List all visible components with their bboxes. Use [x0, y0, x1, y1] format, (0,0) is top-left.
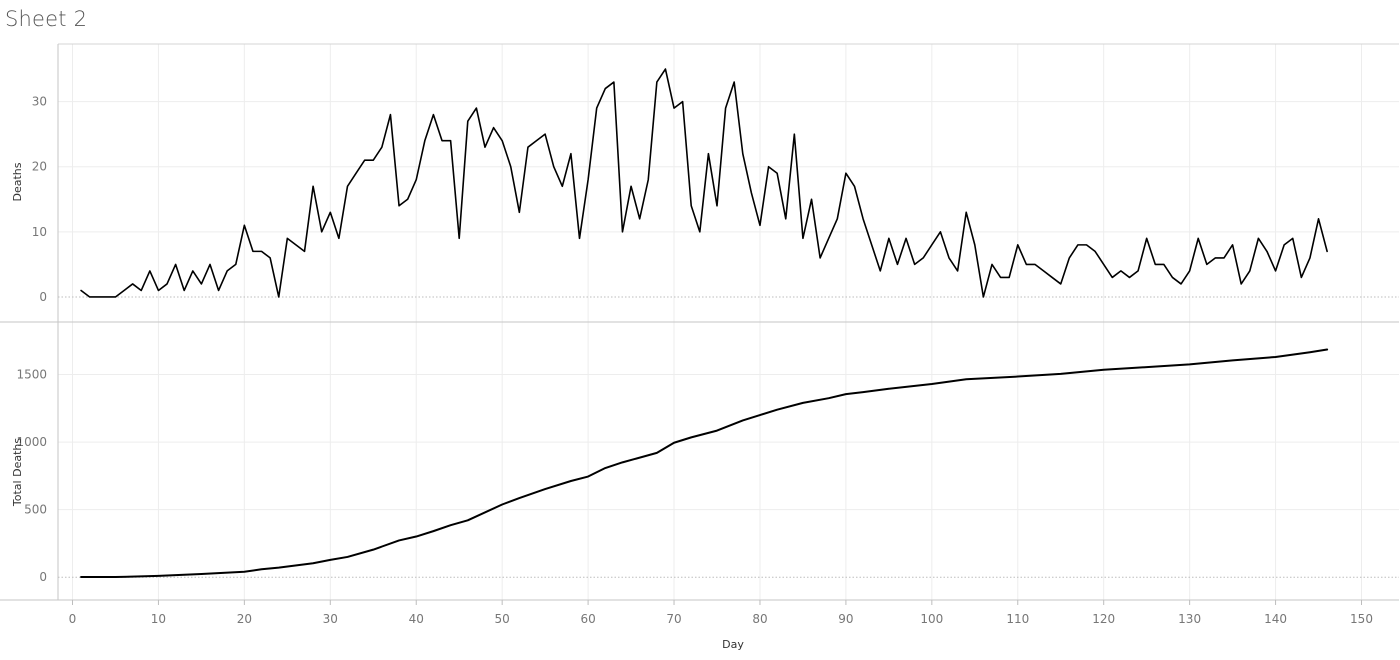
y-tick-label: 20: [32, 160, 47, 174]
series-lines: [80, 68, 1329, 579]
chart-frame: [0, 43, 1399, 605]
axis-titles: Deaths Total Deaths Day: [11, 162, 744, 651]
x-tick-label: 90: [838, 612, 853, 626]
x-tick-label: 110: [1006, 612, 1029, 626]
x-axis-title: Day: [722, 638, 744, 651]
x-tick-label: 70: [666, 612, 681, 626]
x-tick-label: 140: [1264, 612, 1287, 626]
y-tick-label: 1000: [16, 435, 47, 449]
y-tick-label: 10: [32, 225, 47, 239]
x-tick-label: 60: [580, 612, 595, 626]
y-tick-label: 0: [39, 570, 47, 584]
x-tick-label: 20: [237, 612, 252, 626]
x-tick-label: 40: [409, 612, 424, 626]
x-tick-label: 30: [323, 612, 338, 626]
x-tick-label: 80: [752, 612, 767, 626]
y-tick-label: 0: [39, 290, 47, 304]
x-tick-label: 130: [1178, 612, 1201, 626]
series-line-deaths: [80, 68, 1328, 298]
y-tick-label: 30: [32, 95, 47, 109]
sheet-title: Sheet 2: [5, 7, 88, 31]
tick-labels: 0 10 20 30 0 500 1000 1500 0 10 20 30 40 50 60 70 80 90 10…: [16, 95, 1373, 626]
x-tick-label: 0: [69, 612, 77, 626]
y-axis-title-deaths: Deaths: [11, 162, 24, 201]
x-tick-label: 100: [920, 612, 943, 626]
zero-lines: [58, 296, 1399, 578]
x-tick-label: 10: [151, 612, 166, 626]
y-axis-title-total-deaths: Total Deaths: [11, 438, 24, 507]
x-tick-label: 150: [1350, 612, 1373, 626]
x-tick-label: 50: [495, 612, 510, 626]
y-tick-label: 500: [24, 503, 47, 517]
x-tick-label: 120: [1092, 612, 1115, 626]
series-line-total-deaths: [80, 348, 1329, 579]
y-tick-label: 1500: [16, 368, 47, 382]
